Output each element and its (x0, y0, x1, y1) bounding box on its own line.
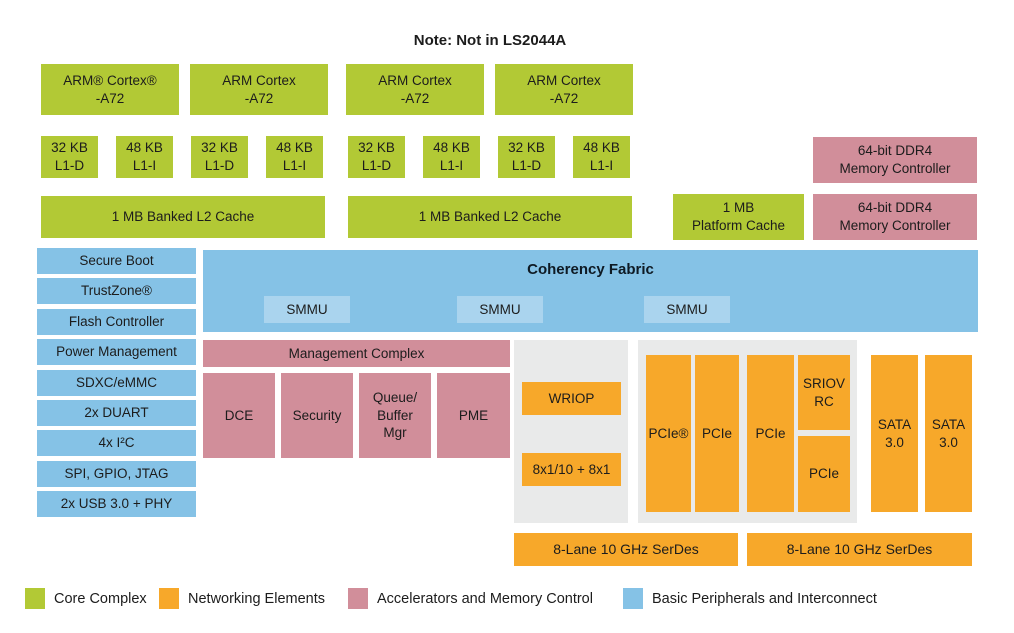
legend-swatch-networking (159, 588, 179, 609)
peripheral-item-secure-boot: Secure Boot (37, 248, 196, 274)
l2-cache-block: 1 MB Banked L2 Cache (343, 188, 637, 241)
l1-cache-block: 32 KB L1-D (186, 128, 253, 181)
l1-cache-block: 32 KB L1-D (493, 128, 560, 181)
l1-cache-block: 48 KB L1-I (568, 128, 635, 181)
core-block: ARM® Cortex® -A72 (36, 56, 184, 118)
peripheral-item-flash-controller: Flash Controller (37, 309, 196, 335)
l1-cache-block: 32 KB L1-D (36, 128, 103, 181)
coherency-fabric: Coherency Fabric SMMU SMMU SMMU (203, 250, 978, 332)
wriop-container: WRIOP 8x1/10 + 8x1 (514, 340, 628, 523)
legend-swatch-peripherals (623, 588, 643, 609)
l1-cache-block: 48 KB L1-I (111, 128, 178, 181)
ddr4-memory-controller-block: 64-bit DDR4 Memory Controller (813, 137, 977, 183)
peripheral-item-duart: 2x DUART (37, 400, 196, 426)
l2-cache-block: 1 MB Banked L2 Cache (36, 188, 330, 241)
legend-item-peripherals: Basic Peripherals and Interconnect (623, 588, 877, 609)
coherency-fabric-title: Coherency Fabric (527, 261, 654, 278)
l1-cache-block: 48 KB L1-I (418, 128, 485, 181)
smmu-block: SMMU (264, 296, 350, 323)
legend-item-accelerators: Accelerators and Memory Control (348, 588, 593, 609)
sata-block: SATA 3.0 (925, 355, 972, 512)
pcie-block: PCIe (747, 355, 794, 512)
legend-label: Basic Peripherals and Interconnect (652, 590, 877, 607)
legend-item-core-complex: Core Complex (25, 588, 147, 609)
pcie-container: PCIe® PCIe PCIe SRIOV RC PCIe (638, 340, 857, 523)
peripheral-item-usb: 2x USB 3.0 + PHY (37, 491, 196, 517)
wriop-block: WRIOP (522, 382, 621, 415)
management-complex-header: Management Complex (203, 340, 510, 367)
l1-cache-block: 48 KB L1-I (261, 128, 328, 181)
serdes-block: 8-Lane 10 GHz SerDes (514, 533, 738, 566)
peripheral-item-spi-gpio-jtag: SPI, GPIO, JTAG (37, 461, 196, 487)
legend-swatch-core-complex (25, 588, 45, 609)
note-text: Note: Not in LS2044A (413, 32, 567, 49)
peripheral-item-trustzone: TrustZone® (37, 278, 196, 304)
sriov-rc-block: SRIOV RC (798, 355, 850, 430)
security-block: Security (281, 373, 353, 458)
pcie-block: PCIe (798, 436, 850, 512)
core-block: ARM Cortex -A72 (185, 56, 333, 118)
ethernet-lanes-block: 8x1/10 + 8x1 (522, 453, 621, 486)
core-block: ARM Cortex -A72 (490, 56, 638, 118)
legend-label: Accelerators and Memory Control (377, 590, 593, 607)
smmu-block: SMMU (457, 296, 543, 323)
peripheral-item-i2c: 4x I²C (37, 430, 196, 456)
serdes-block: 8-Lane 10 GHz SerDes (747, 533, 972, 566)
pcie-block: PCIe® (646, 355, 691, 512)
pcie-block: PCIe (695, 355, 739, 512)
pme-block: PME (437, 373, 510, 458)
platform-cache-block: 1 MB Platform Cache (673, 194, 804, 240)
ddr4-memory-controller-block: 64-bit DDR4 Memory Controller (813, 194, 977, 240)
l1-cache-block: 32 KB L1-D (343, 128, 410, 181)
dce-block: DCE (203, 373, 275, 458)
smmu-block: SMMU (644, 296, 730, 323)
legend-label: Core Complex (54, 590, 147, 607)
legend-item-networking: Networking Elements (159, 588, 325, 609)
queue-buffer-mgr-block: Queue/ Buffer Mgr (359, 373, 431, 458)
core-block: ARM Cortex -A72 (341, 56, 489, 118)
peripheral-item-sdxc-emmc: SDXC/eMMC (37, 370, 196, 396)
peripheral-item-power-management: Power Management (37, 339, 196, 365)
legend-label: Networking Elements (188, 590, 325, 607)
legend-swatch-accelerators (348, 588, 368, 609)
sata-block: SATA 3.0 (871, 355, 918, 512)
